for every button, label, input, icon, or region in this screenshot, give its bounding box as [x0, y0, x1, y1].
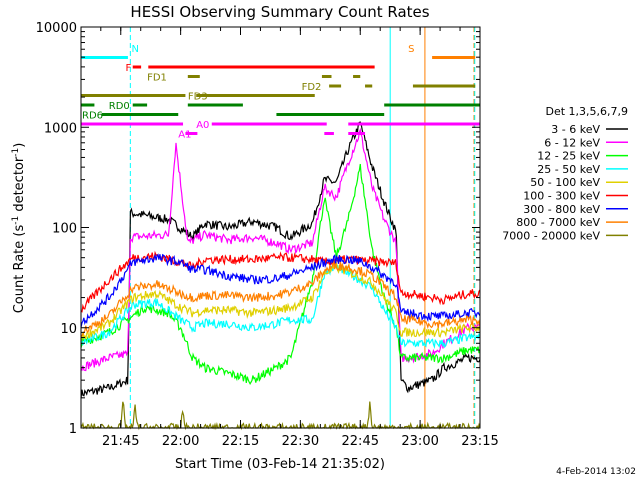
x-tick-label: 21:45	[102, 434, 139, 449]
x-tick-label: 22:00	[162, 434, 199, 449]
legend-entry-label: 800 - 7000 keV	[516, 216, 600, 229]
y-axis-label: Count Rate (s-1 detector-1)	[11, 143, 27, 314]
flag-label: FD1	[147, 73, 167, 84]
y-axis-label-part: detector	[12, 156, 27, 216]
series-line-4	[80, 263, 481, 350]
legend-entry-label: 7000 - 20000 keV	[502, 229, 600, 242]
flag-label: A1	[178, 130, 191, 141]
legend-entry-label: 12 - 25 keV	[537, 150, 600, 163]
y-tick-label: 1	[69, 422, 77, 437]
legend-entry-label: 300 - 800 keV	[523, 203, 600, 216]
x-tick-label: 23:15	[461, 434, 498, 449]
legend-entry-label: 25 - 50 keV	[537, 163, 600, 176]
legend-entry-label: 3 - 6 keV	[551, 123, 600, 136]
legend-entry-label: 100 - 300 keV	[523, 190, 600, 203]
y-axis-label-part: )	[12, 143, 27, 148]
plot-area: NF FD1 FD2 FD3 RD0 RD6 A0 A1 S	[80, 27, 481, 431]
y-axis-label-part: -1	[11, 148, 21, 157]
flag-label: FD3	[188, 92, 208, 103]
flag-label: S	[408, 44, 414, 55]
series-line-5	[80, 261, 481, 342]
x-tick-label: 22:15	[222, 434, 259, 449]
chart-title: HESSI Observing Summary Count Rates	[130, 3, 429, 21]
legend-title: Det 1,3,5,6,7,9	[545, 105, 628, 118]
y-tick-label: 10000	[36, 21, 77, 36]
x-tick-label: 22:45	[342, 434, 379, 449]
flag-label: A0	[196, 120, 209, 131]
x-axis-label: Start Time (03-Feb-14 21:35:02)	[175, 457, 385, 472]
y-tick-label: 1000	[44, 121, 77, 136]
flag-label: FD2	[302, 82, 322, 93]
flag-label: RD6	[82, 111, 103, 122]
footer-timestamp: 4-Feb-2014 13:02	[556, 467, 636, 477]
y-tick-label: 10	[60, 322, 77, 337]
x-tick-label: 22:30	[282, 434, 319, 449]
flag-label: F	[126, 63, 132, 74]
y-axis-label-part: Count Rate (s	[12, 225, 27, 314]
series-line-6	[80, 250, 481, 313]
axes: 1 10 100 1000 10000 21:45 22:00 22:15 22:30 22:45…	[36, 21, 499, 449]
legend-entry-label: 6 - 12 keV	[544, 136, 600, 149]
y-axis-label-part: -1	[11, 216, 21, 225]
series-line-7	[80, 253, 481, 328]
y-tick-label: 100	[52, 222, 77, 237]
flag-label: RD0	[109, 101, 130, 112]
flag-label: N	[132, 44, 139, 55]
series-line-3	[80, 163, 481, 386]
legend-entry-label: 50 - 100 keV	[530, 176, 600, 189]
series-line-2	[80, 127, 481, 372]
x-tick-label: 23:00	[401, 434, 438, 449]
series-line-1	[80, 121, 481, 399]
series-line-8	[80, 260, 481, 338]
